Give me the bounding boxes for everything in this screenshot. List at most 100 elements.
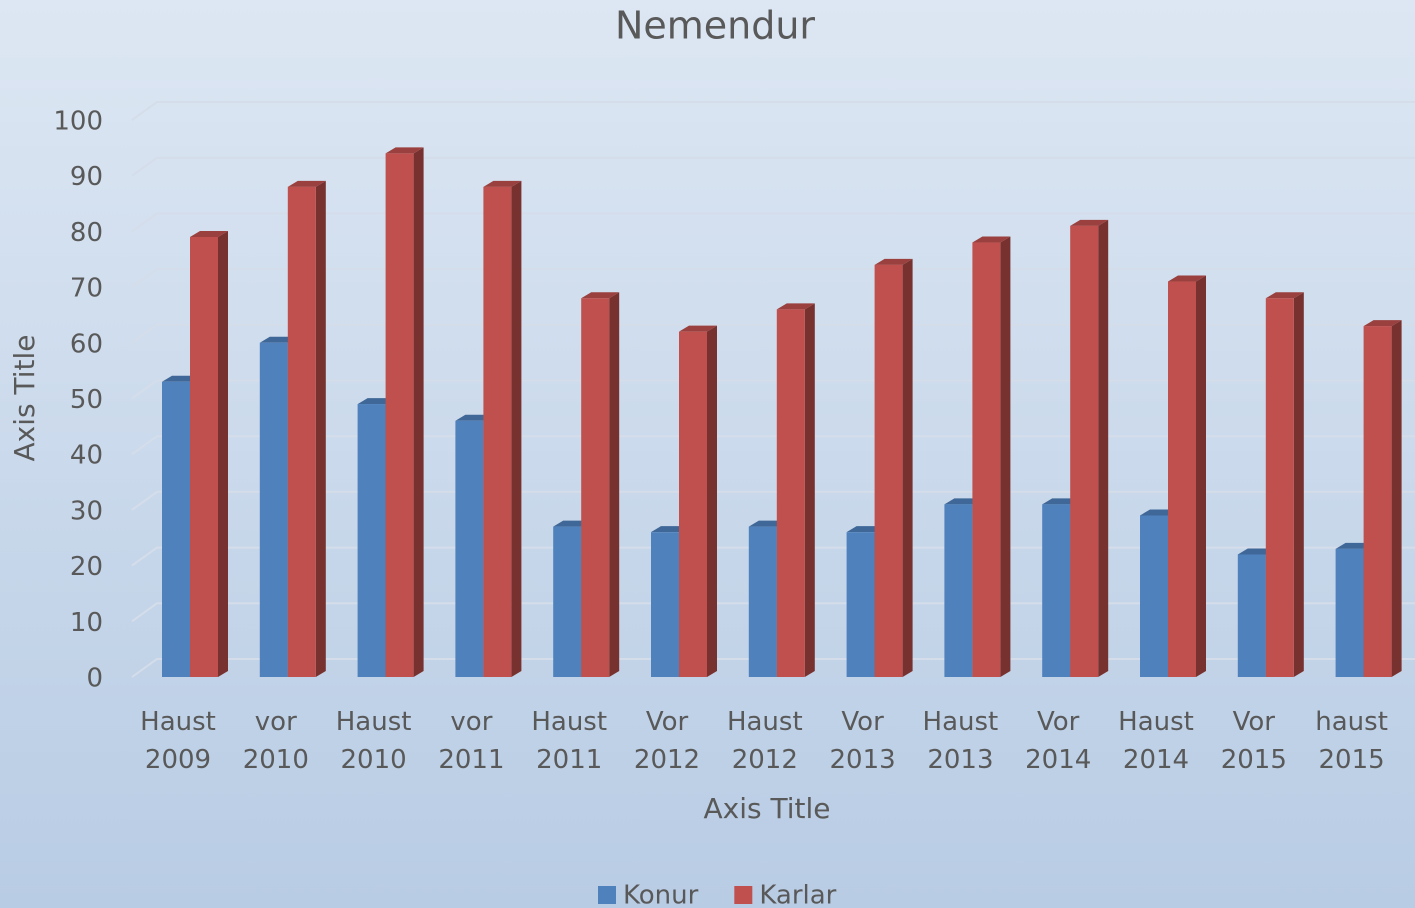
x-tick-label-line: 2010 bbox=[341, 745, 407, 775]
x-tick-label-line: vor bbox=[450, 707, 492, 737]
bar-front bbox=[455, 420, 484, 677]
legend: Konur Karlar bbox=[598, 881, 837, 908]
bar-front bbox=[1265, 298, 1294, 677]
bar-front bbox=[1042, 504, 1071, 677]
bar-top bbox=[1070, 219, 1109, 226]
bar-top bbox=[874, 258, 913, 265]
y-axis-title: Axis Title bbox=[8, 335, 41, 462]
x-tick-label: Haust 2010 bbox=[336, 707, 412, 775]
x-tick-label: Vor 2014 bbox=[1025, 707, 1091, 775]
bar bbox=[581, 292, 620, 677]
x-tick-label: Haust 2012 bbox=[727, 707, 803, 775]
x-tick-label-line: 2014 bbox=[1123, 745, 1189, 775]
bar bbox=[385, 147, 424, 678]
bar bbox=[874, 258, 913, 677]
x-tick-label: Vor 2012 bbox=[634, 707, 700, 775]
bar bbox=[776, 303, 815, 677]
x-axis-title: Axis Title bbox=[704, 792, 831, 825]
bar-side bbox=[1098, 219, 1109, 677]
bar-top bbox=[1363, 320, 1402, 327]
grid-line bbox=[131, 101, 1415, 121]
legend-swatch bbox=[734, 886, 753, 904]
bar-side bbox=[1196, 275, 1206, 677]
x-tick-label-line: haust bbox=[1315, 707, 1388, 737]
bar-top bbox=[972, 236, 1011, 243]
bar-side bbox=[707, 325, 717, 677]
bar-front bbox=[553, 526, 582, 677]
bar-front bbox=[1140, 515, 1168, 677]
x-tick-label: Haust 2013 bbox=[923, 707, 999, 775]
legend-swatch bbox=[598, 886, 616, 904]
x-tick-label-line: Vor bbox=[646, 707, 689, 737]
y-tick-label: 40 bbox=[70, 441, 103, 471]
legend-label: Konur bbox=[623, 881, 699, 908]
bar-side bbox=[1391, 320, 1402, 677]
bar-front bbox=[1168, 281, 1196, 677]
bar bbox=[972, 236, 1011, 678]
y-tick-label: 70 bbox=[70, 274, 103, 304]
bar-side bbox=[1293, 292, 1304, 677]
x-tick-label-line: Haust bbox=[1118, 707, 1194, 737]
x-tick-label-line: 2009 bbox=[145, 745, 211, 775]
x-tick-label-line: Haust bbox=[923, 707, 999, 737]
bar-front bbox=[776, 309, 805, 677]
bar bbox=[1070, 219, 1109, 677]
y-tick-label: 20 bbox=[70, 552, 103, 582]
bar-front bbox=[1237, 554, 1266, 677]
bar bbox=[483, 180, 522, 677]
bar-front bbox=[1363, 326, 1392, 677]
bar-side bbox=[413, 147, 424, 678]
bar-side bbox=[902, 258, 913, 677]
x-tick-label: vor 2011 bbox=[438, 707, 504, 775]
bar bbox=[1168, 275, 1206, 677]
x-tick-label: Haust 2014 bbox=[1118, 707, 1194, 775]
x-tick-label-line: Vor bbox=[841, 707, 884, 737]
bar-front bbox=[162, 381, 190, 677]
y-tick-label: 0 bbox=[86, 664, 103, 694]
bar-front bbox=[357, 404, 386, 677]
bar-top bbox=[581, 292, 620, 299]
x-tick-label-line: 2011 bbox=[438, 745, 504, 775]
bar bbox=[1363, 320, 1402, 677]
bar-front bbox=[385, 153, 414, 678]
x-tick-label-line: 2012 bbox=[732, 745, 798, 775]
bar-front bbox=[259, 342, 288, 677]
chart-title: Nemendur bbox=[615, 4, 815, 48]
bar-front bbox=[972, 242, 1001, 678]
bar-front bbox=[679, 331, 707, 677]
x-tick-label: Haust 2009 bbox=[140, 707, 216, 775]
bar-front bbox=[944, 504, 973, 677]
bar-top bbox=[287, 180, 326, 187]
bar-front bbox=[874, 264, 903, 677]
x-tick-label-line: vor bbox=[255, 707, 297, 737]
y-tick-label: 50 bbox=[70, 385, 103, 415]
x-tick-label-line: 2014 bbox=[1025, 745, 1091, 775]
y-tick-label: 100 bbox=[53, 107, 103, 137]
bar-front bbox=[748, 526, 777, 677]
y-tick-label: 10 bbox=[70, 608, 103, 638]
bar-top bbox=[385, 147, 424, 154]
y-tick-label: 80 bbox=[70, 218, 103, 248]
y-tick-label: 60 bbox=[70, 329, 103, 359]
bar-top bbox=[776, 303, 815, 310]
bar-side bbox=[315, 180, 326, 677]
x-tick-label-line: Vor bbox=[1037, 707, 1080, 737]
bar bbox=[1265, 292, 1304, 677]
bar-top bbox=[1265, 292, 1304, 299]
x-tick-label-line: Haust bbox=[140, 707, 216, 737]
bar-front bbox=[483, 186, 512, 677]
bar bbox=[679, 325, 717, 677]
bar-top bbox=[1168, 275, 1206, 282]
x-tick-label-line: 2015 bbox=[1319, 745, 1385, 775]
x-tick-label: haust 2015 bbox=[1315, 707, 1388, 775]
x-tick-label: Vor 2013 bbox=[830, 707, 896, 775]
x-tick-label: Haust 2011 bbox=[531, 707, 607, 775]
bar bbox=[190, 230, 228, 677]
x-tick-label-line: Vor bbox=[1233, 707, 1276, 737]
bar-top bbox=[190, 230, 228, 237]
x-tick-label-line: 2010 bbox=[243, 745, 309, 775]
bar-front bbox=[846, 532, 875, 677]
bar-front bbox=[190, 236, 218, 677]
bar-front bbox=[1335, 548, 1364, 677]
